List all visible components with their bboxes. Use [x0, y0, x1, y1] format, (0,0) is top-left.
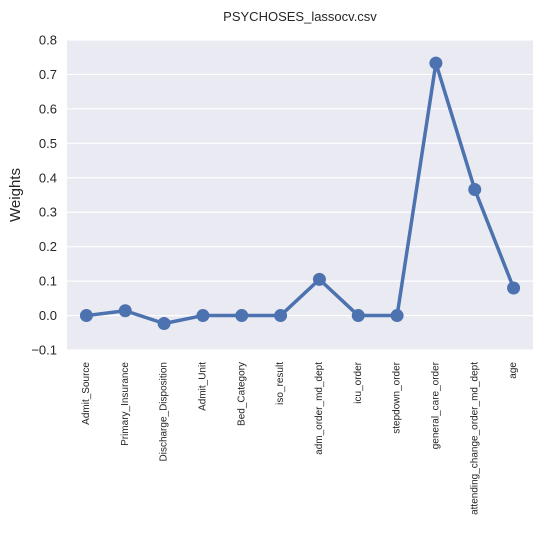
data-point [351, 309, 365, 323]
data-point [79, 309, 93, 323]
data-point [312, 272, 326, 286]
y-tick-label: 0.7 [39, 67, 57, 82]
plot-area [67, 40, 533, 350]
data-point [235, 309, 249, 323]
x-tick-label: general_care_order [431, 361, 442, 449]
series [79, 56, 521, 330]
data-point [507, 281, 521, 295]
x-tick-label: Primary_Insurance [120, 362, 131, 446]
data-point [390, 309, 404, 323]
y-tick-label: −0.1 [31, 343, 57, 358]
y-tick-label: 0.5 [39, 136, 57, 151]
y-axis-ticks: −0.1 0.0 0.1 0.2 0.3 0.4 0.5 0.6 0.7 0.8 [31, 33, 57, 358]
y-tick-label: 0.4 [39, 170, 57, 185]
y-tick-label: 0.3 [39, 205, 57, 220]
x-tick-label: age [508, 362, 519, 379]
y-tick-label: 0.0 [39, 308, 57, 323]
x-tick-label: Bed_Category [236, 362, 247, 426]
x-tick-label: Discharge_Disposition [159, 362, 170, 462]
y-tick-label: 0.2 [39, 239, 57, 254]
data-point [157, 316, 171, 330]
data-point [118, 304, 132, 318]
y-tick-label: 0.1 [39, 274, 57, 289]
x-tick-label: iso_result [275, 362, 286, 405]
x-tick-label: Admit_Source [81, 362, 92, 425]
x-tick-label: icu_order [353, 361, 364, 403]
x-tick-label: attending_change_order_md_dept [469, 362, 480, 515]
data-point [274, 309, 288, 323]
y-tick-label: 0.6 [39, 101, 57, 116]
x-tick-label: stepdown_order [392, 361, 403, 433]
y-axis-label: Weights [7, 168, 24, 222]
chart-title: PSYCHOSES_lassocv.csv [223, 9, 377, 24]
x-axis-ticks: Admit_Source Primary_Insurance Discharge_D… [81, 361, 519, 515]
series-line [86, 61, 516, 326]
data-point [196, 309, 210, 323]
y-tick-label: 0.8 [39, 33, 57, 48]
x-tick-label: adm_order_md_dept [314, 362, 325, 455]
data-point [468, 182, 482, 196]
data-point [429, 56, 443, 70]
x-tick-label: Admit_Unit [198, 362, 209, 411]
